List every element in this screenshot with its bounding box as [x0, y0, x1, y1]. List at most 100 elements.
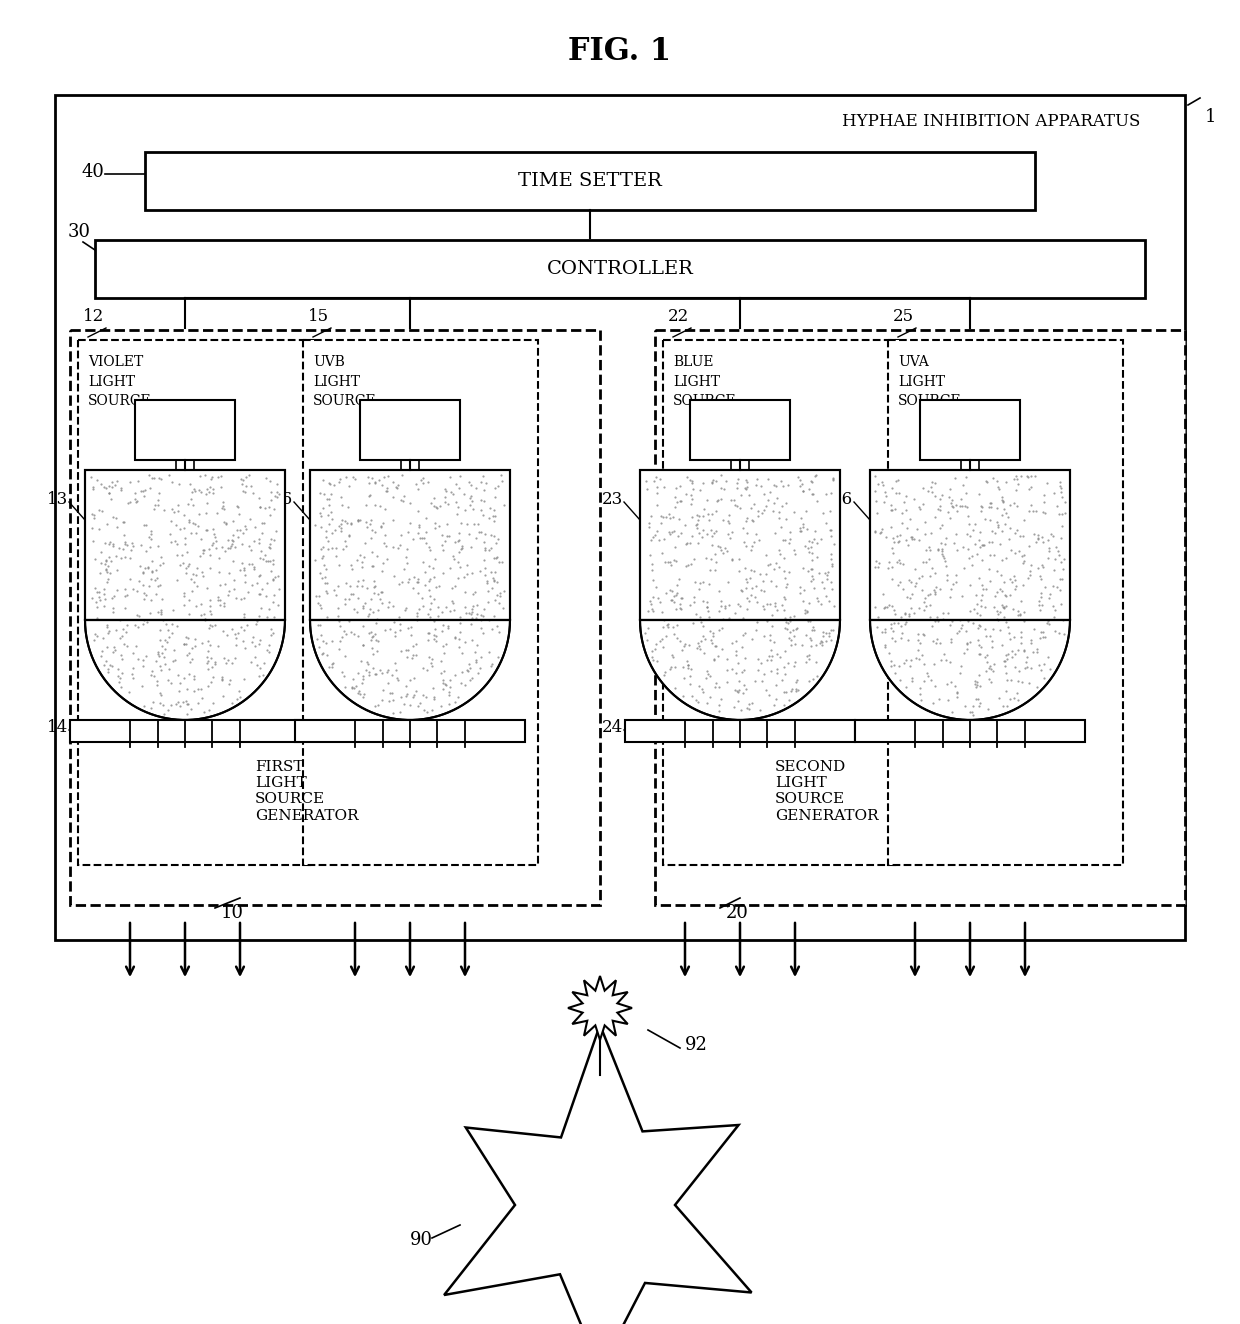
Point	[450, 466, 470, 487]
Point	[875, 527, 895, 548]
Point	[1021, 564, 1040, 585]
Point	[900, 649, 920, 670]
Point	[738, 698, 758, 719]
Point	[103, 507, 123, 528]
Point	[670, 475, 689, 496]
Point	[221, 538, 241, 559]
Point	[688, 532, 708, 553]
Point	[646, 576, 666, 597]
Point	[188, 678, 208, 699]
Point	[264, 606, 284, 628]
Point	[801, 636, 821, 657]
Point	[962, 545, 982, 567]
Point	[99, 475, 119, 496]
Point	[895, 604, 915, 625]
Point	[392, 639, 412, 661]
Point	[802, 669, 822, 690]
Point	[475, 479, 495, 500]
Point	[650, 630, 670, 651]
Bar	[295, 720, 525, 741]
Point	[701, 665, 720, 686]
Point	[1012, 545, 1032, 567]
Point	[201, 614, 221, 636]
Point	[925, 486, 945, 507]
Point	[234, 669, 254, 690]
Point	[257, 606, 277, 628]
Point	[200, 700, 219, 722]
Point	[208, 466, 228, 487]
Point	[227, 495, 247, 516]
Point	[782, 678, 802, 699]
Point	[210, 575, 229, 596]
Point	[95, 549, 115, 571]
Point	[481, 538, 501, 559]
Point	[433, 669, 453, 690]
Point	[941, 579, 961, 600]
Point	[334, 539, 353, 560]
Point	[955, 695, 975, 716]
Point	[489, 475, 508, 496]
Point	[319, 494, 339, 515]
Point	[414, 527, 434, 548]
Point	[477, 571, 497, 592]
Point	[105, 545, 125, 567]
Point	[91, 542, 110, 563]
Point	[779, 628, 799, 649]
Point	[231, 560, 250, 581]
Point	[1028, 641, 1048, 662]
Point	[754, 571, 774, 592]
Point	[365, 522, 384, 543]
Point	[475, 564, 495, 585]
Point	[410, 527, 430, 548]
Point	[268, 594, 288, 616]
Point	[170, 673, 190, 694]
Point	[117, 534, 136, 555]
Point	[883, 527, 903, 548]
Point	[914, 625, 934, 646]
Point	[930, 495, 950, 516]
Point	[775, 641, 795, 662]
Point	[84, 630, 104, 651]
Point	[373, 512, 393, 534]
Point	[196, 519, 216, 540]
Point	[89, 563, 109, 584]
Point	[866, 557, 885, 579]
Point	[259, 504, 279, 526]
Point	[1025, 500, 1045, 522]
Point	[190, 545, 210, 567]
Point	[986, 523, 1006, 544]
Point	[391, 613, 410, 634]
Point	[131, 535, 151, 556]
Point	[481, 655, 501, 677]
Point	[928, 628, 947, 649]
Point	[310, 482, 330, 503]
Point	[224, 624, 244, 645]
Point	[1034, 654, 1054, 675]
Point	[651, 512, 671, 534]
Point	[1011, 622, 1030, 643]
Point	[197, 651, 217, 673]
Point	[165, 650, 185, 671]
Point	[658, 613, 678, 634]
Point	[960, 547, 980, 568]
Point	[640, 516, 660, 538]
Point	[968, 630, 988, 651]
Point	[975, 508, 994, 530]
Point	[373, 532, 393, 553]
Point	[668, 508, 688, 530]
Bar	[310, 470, 510, 620]
Point	[754, 625, 774, 646]
Point	[784, 502, 804, 523]
Point	[1021, 466, 1040, 487]
Point	[489, 622, 508, 643]
Point	[761, 571, 781, 592]
Point	[761, 605, 781, 626]
Point	[883, 620, 903, 641]
Point	[702, 535, 722, 556]
Point	[1049, 544, 1069, 565]
Point	[233, 587, 253, 608]
Point	[222, 534, 242, 555]
Point	[994, 499, 1014, 520]
Point	[1006, 576, 1025, 597]
Point	[963, 519, 983, 540]
